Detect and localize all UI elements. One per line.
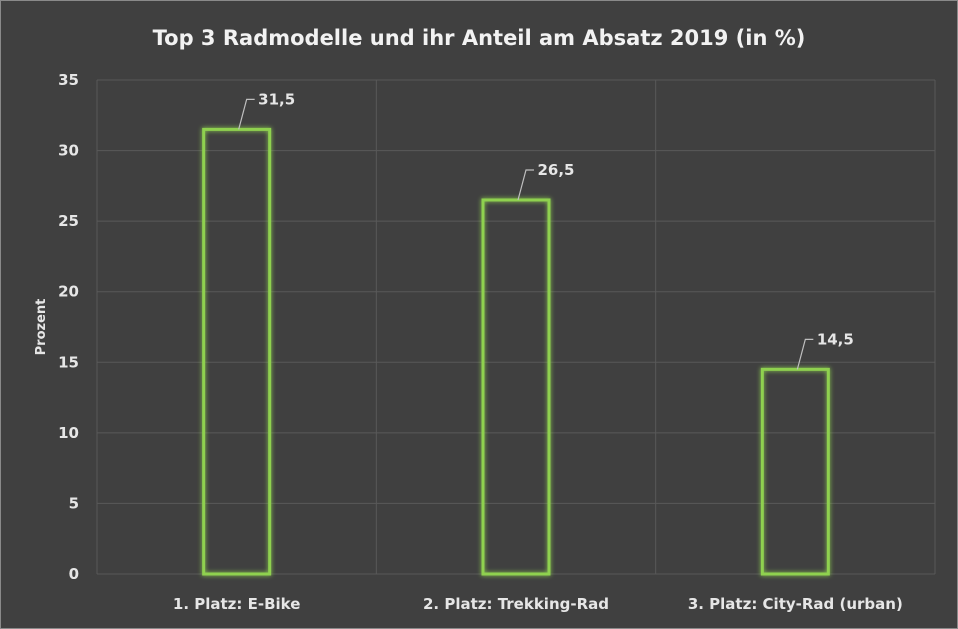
data-label: 31,5 (258, 90, 295, 108)
y-tick-label: 10 (58, 424, 79, 442)
data-label-leader (238, 98, 255, 130)
y-tick-label: 25 (58, 212, 79, 230)
data-label: 14,5 (817, 330, 854, 348)
data-label-leader (796, 338, 814, 370)
y-tick-label: 0 (69, 565, 79, 583)
y-tick-label: 35 (58, 71, 79, 89)
gridlines (96, 79, 936, 575)
y-tick-label: 15 (58, 353, 79, 371)
bar (202, 127, 272, 576)
bar (481, 198, 551, 576)
data-label: 26,5 (537, 161, 574, 179)
x-category-label: 1. Platz: E-Bike (173, 595, 301, 613)
y-tick-label: 5 (69, 494, 79, 512)
y-axis-label: Prozent (34, 299, 49, 356)
y-axis-ticks: 0 5 10 15 20 25 30 35 (58, 71, 79, 583)
x-category-label: 2. Platz: Trekking-Rad (423, 595, 609, 613)
bars (202, 127, 830, 576)
y-tick-label: 20 (58, 283, 79, 301)
x-axis-categories: 1. Platz: E-Bike 2. Platz: Trekking-Rad 3.… (173, 595, 903, 613)
data-label-leader (517, 169, 534, 201)
x-category-label: 3. Platz: City-Rad (urban) (688, 595, 903, 613)
bar (760, 367, 830, 576)
y-tick-label: 30 (58, 142, 79, 160)
data-labels: 31,5 26,5 14,5 (238, 90, 854, 370)
chart-title: Top 3 Radmodelle und ihr Anteil am Absat… (153, 26, 806, 50)
